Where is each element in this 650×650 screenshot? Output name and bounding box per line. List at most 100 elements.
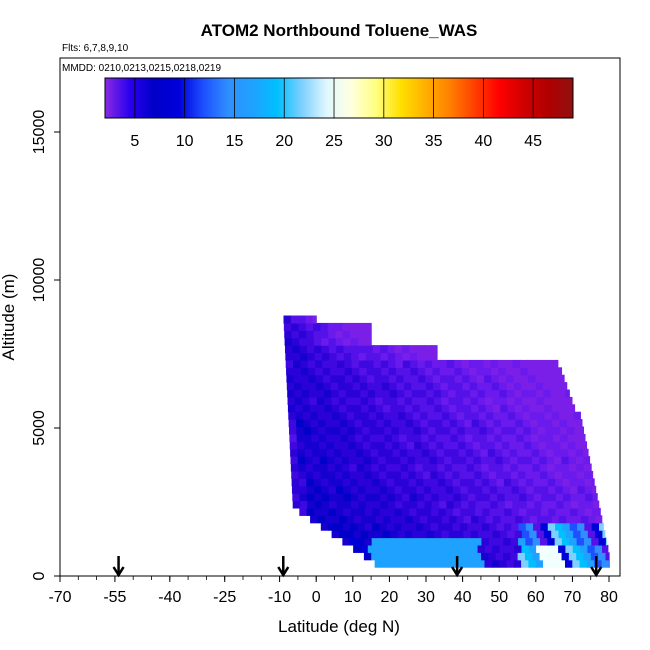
heat-cell — [526, 485, 535, 494]
heat-cell — [599, 522, 604, 531]
heat-cell — [486, 419, 495, 428]
heat-cell — [431, 352, 438, 361]
heat-cell — [528, 544, 537, 553]
heat-cell — [573, 515, 582, 524]
heat-cell — [408, 470, 417, 479]
heat-cell — [533, 478, 542, 487]
heat-cell — [327, 470, 336, 479]
heat-cell — [328, 478, 337, 487]
heat-cell — [507, 411, 516, 420]
heat-cell — [309, 396, 318, 405]
heat-cell — [384, 426, 393, 435]
heat-cell — [430, 537, 439, 546]
heat-cell — [343, 345, 352, 354]
heat-cell — [364, 330, 372, 339]
heat-cell — [345, 374, 353, 383]
heat-cell — [402, 345, 411, 354]
heat-cell — [556, 359, 559, 368]
heat-cell — [466, 552, 475, 561]
heat-cell — [425, 367, 434, 376]
heat-cell — [400, 552, 409, 561]
heat-cell — [375, 404, 384, 413]
heat-cell — [577, 507, 586, 516]
heat-cell — [598, 552, 607, 561]
heat-cell — [318, 426, 327, 435]
heat-cell — [540, 478, 549, 487]
heat-cell — [365, 352, 374, 361]
heat-cell — [492, 530, 501, 539]
heat-cell — [547, 470, 556, 479]
heat-cell — [421, 433, 430, 442]
heat-cell — [576, 463, 585, 472]
heat-cell — [491, 374, 500, 383]
heat-cell — [567, 441, 576, 450]
heat-cell — [486, 426, 495, 435]
heat-cell — [460, 507, 469, 516]
heat-cell — [465, 441, 474, 450]
heat-cell — [395, 367, 404, 376]
heat-cell — [313, 478, 322, 487]
heat-cell — [549, 367, 558, 376]
heat-cell — [359, 374, 368, 383]
heat-cell — [347, 433, 356, 442]
heat-cell — [452, 478, 461, 487]
heat-cell — [385, 448, 394, 457]
heat-cell — [551, 515, 560, 524]
heat-cell — [534, 367, 543, 376]
heat-cell — [366, 374, 375, 383]
heat-cell — [573, 404, 576, 413]
heat-cell — [409, 345, 418, 354]
heat-cell — [337, 374, 346, 383]
heat-cell — [506, 559, 515, 568]
heat-cell — [427, 419, 436, 428]
heat-cell — [488, 456, 497, 465]
heat-cell — [605, 552, 610, 561]
heat-cell — [480, 441, 488, 450]
heat-cell — [561, 456, 570, 465]
heat-cell — [357, 322, 365, 331]
heat-cell — [370, 441, 379, 450]
heat-cell — [414, 456, 423, 465]
heat-cell — [419, 404, 428, 413]
heat-cell — [444, 552, 453, 561]
heat-cell — [424, 359, 433, 368]
heat-cell — [528, 382, 537, 391]
heat-cell — [548, 493, 557, 502]
heat-cell — [539, 456, 548, 465]
heat-cell — [335, 322, 344, 331]
heat-cell — [483, 500, 491, 509]
heat-cell — [473, 456, 482, 465]
heat-cell — [358, 352, 367, 361]
heat-cell — [473, 463, 482, 472]
heat-cell — [511, 478, 520, 487]
heat-cell — [563, 493, 572, 502]
heat-cell — [555, 493, 564, 502]
heat-cell — [548, 507, 557, 516]
heat-cell — [451, 463, 460, 472]
heat-cell — [378, 456, 387, 465]
heat-cell — [304, 433, 312, 442]
heat-cell — [568, 456, 577, 465]
heat-cell — [372, 493, 381, 502]
heat-cell — [349, 456, 357, 465]
heat-cell — [351, 367, 360, 376]
heat-cell — [515, 426, 524, 435]
heat-cell — [438, 507, 447, 516]
heat-cell — [576, 470, 585, 479]
heat-cell — [328, 345, 337, 354]
heat-cell — [419, 515, 428, 524]
heat-cell — [492, 396, 501, 405]
heat-cell — [431, 507, 439, 516]
heat-cell — [298, 315, 307, 324]
heat-cell — [389, 544, 398, 553]
heat-cell — [390, 404, 399, 413]
heat-cell — [565, 544, 574, 553]
heat-cell — [562, 485, 571, 494]
colorbar-tick-label: 20 — [275, 133, 293, 150]
heat-cell — [474, 522, 483, 531]
heat-cell — [565, 389, 570, 398]
heat-cell — [356, 463, 365, 472]
heat-cell — [477, 382, 486, 391]
heat-cell — [505, 367, 514, 376]
heat-cell — [412, 530, 421, 539]
